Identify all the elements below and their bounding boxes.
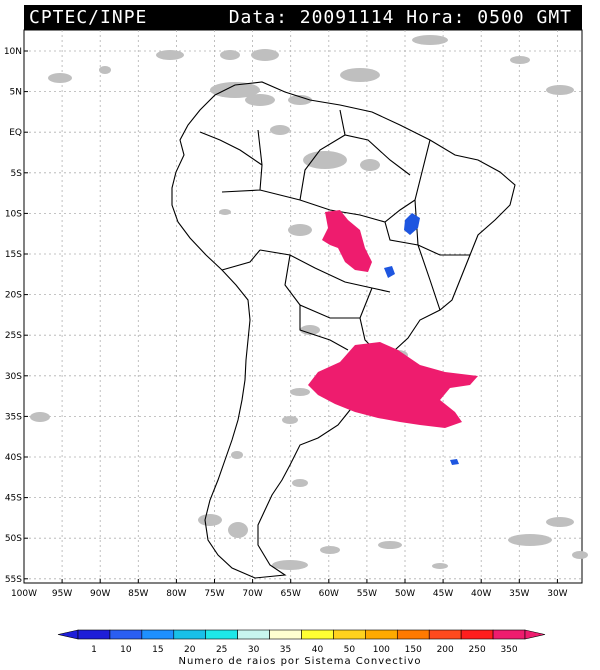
lat-label: 45S (5, 494, 22, 504)
lon-label: 90W (90, 589, 110, 599)
lon-label: 95W (52, 589, 72, 599)
lat-label: 10N (4, 47, 22, 57)
cluster-blue-center (384, 266, 395, 278)
cluster-south (308, 342, 478, 428)
legend-swatch (492, 629, 526, 640)
lat-label: 15S (5, 250, 22, 260)
legend-value: 10 (120, 645, 132, 655)
latitude-labels: 10N 5N EQ 5S 10S 15S 20S 25S 30S 35S 40S 45S 50S 55S (4, 47, 22, 585)
lat-label: 5N (10, 88, 22, 98)
lat-lon-grid (23, 30, 582, 583)
cloud-areas (30, 35, 588, 570)
lon-label: 60W (319, 589, 339, 599)
legend-swatch (396, 629, 430, 640)
lightning-clusters (308, 210, 478, 465)
lon-label: 75W (204, 589, 224, 599)
legend-color-bar (57, 629, 546, 640)
lon-label: 40W (471, 589, 491, 599)
legend-value: 1 (91, 645, 97, 655)
legend-swatch (301, 629, 334, 640)
legend-values: 1 10 15 20 25 30 35 40 50 100 150 200 250 350 (91, 645, 518, 655)
legend-value: 15 (152, 645, 163, 655)
legend-swatch (269, 629, 302, 640)
lat-label: EQ (9, 128, 22, 138)
lon-label: 65W (281, 589, 301, 599)
lat-label: 50S (5, 534, 22, 544)
cluster-blue-north (404, 213, 420, 235)
lat-label: 40S (5, 453, 22, 463)
legend-swatch (460, 629, 494, 640)
legend-value: 40 (312, 645, 324, 655)
legend-value: 30 (248, 645, 260, 655)
legend-swatch (205, 629, 238, 640)
legend-value: 20 (184, 645, 196, 655)
legend-swatch (428, 629, 462, 640)
legend-value: 350 (500, 645, 517, 655)
legend-swatch (141, 629, 175, 640)
legend-value: 250 (469, 645, 486, 655)
legend-value: 100 (373, 645, 390, 655)
lat-label: 10S (5, 209, 22, 219)
lon-label: 70W (242, 589, 262, 599)
lon-label: 30W (547, 589, 567, 599)
lon-label: 50W (395, 589, 415, 599)
legend-arrow-left (57, 629, 79, 640)
lon-label: 55W (357, 589, 377, 599)
legend-title: Numero de raios por Sistema Convectivo (178, 656, 422, 667)
lat-label: 35S (5, 412, 22, 422)
longitude-labels: 100W 95W 90W 85W 80W 75W 70W 65W 60W 55W 50W 45W 40W… (11, 589, 568, 599)
lon-label: 100W (11, 589, 37, 599)
legend-value: 150 (405, 645, 422, 655)
cluster-blue-ocean (450, 459, 459, 465)
map-header: CPTEC/INPE Data: 20091114 Hora: 0500 GMT (24, 5, 582, 30)
lat-label: 25S (5, 331, 22, 341)
legend-value: 35 (280, 645, 291, 655)
legend-swatch (109, 629, 143, 640)
lat-label: 30S (5, 372, 22, 382)
datetime-label: Data: 20091114 Hora: 0500 GMT (228, 7, 572, 28)
lon-label: 35W (509, 589, 529, 599)
legend-value: 25 (216, 645, 227, 655)
lat-label: 20S (5, 291, 22, 301)
lon-label: 85W (128, 589, 148, 599)
lon-label: 45W (433, 589, 453, 599)
legend-swatch (365, 629, 398, 640)
legend-swatch (173, 629, 207, 640)
legend-arrow-right (524, 629, 546, 640)
legend-value: 50 (344, 645, 356, 655)
lon-label: 80W (166, 589, 186, 599)
cluster-mato-grosso (322, 210, 372, 272)
lat-label: 55S (5, 575, 22, 585)
legend-swatch (77, 629, 111, 640)
legend-value: 200 (437, 645, 454, 655)
legend-swatch (333, 629, 366, 640)
legend-swatch (237, 629, 270, 640)
lat-label: 5S (11, 169, 23, 179)
source-label: CPTEC/INPE (29, 7, 148, 28)
